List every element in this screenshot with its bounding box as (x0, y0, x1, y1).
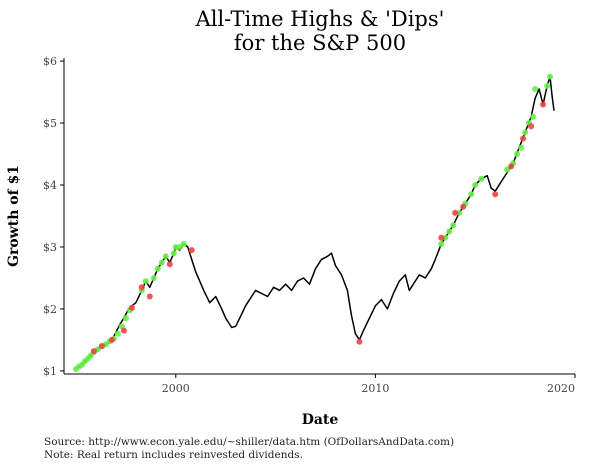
x-tick-label: 2020 (547, 382, 575, 395)
dip-point (508, 163, 515, 170)
dip-point (138, 284, 145, 291)
dip-point (166, 261, 173, 268)
all-time-high-point (472, 182, 479, 188)
all-time-high-point (514, 151, 521, 157)
dip-point (438, 234, 445, 241)
dip-point (520, 135, 527, 142)
note-caption: Note: Real return includes reinvested di… (44, 449, 303, 461)
all-time-high-point (518, 144, 525, 151)
y-tick-label: $3 (43, 241, 57, 254)
dip-point (146, 293, 153, 300)
all-time-high-points (73, 73, 553, 372)
chart-title-line-1: All-Time Highs & 'Dips' (195, 7, 445, 31)
dip-point (460, 203, 467, 210)
all-time-high-point (544, 82, 551, 89)
y-tick-label: $2 (43, 303, 57, 316)
y-axis-title: Growth of $1 (6, 165, 22, 267)
source-caption: Source: http://www.econ.yale.edu/~shille… (44, 436, 454, 448)
x-tick-label: 2010 (361, 382, 389, 395)
all-time-high-point (547, 73, 553, 80)
dip-point (492, 191, 499, 198)
all-time-high-point (438, 240, 445, 247)
all-time-high-point (162, 253, 169, 260)
dip-point (120, 327, 127, 334)
chart-title-line-2: for the S&P 500 (234, 31, 406, 55)
all-time-high-point (446, 228, 453, 235)
plot-area: $1 $2 $3 $4 $5 $6 2000 2010 2020 (43, 55, 576, 395)
dip-point (540, 101, 547, 108)
all-time-high-point (170, 250, 177, 257)
dip-point (356, 338, 363, 345)
all-time-high-point (154, 265, 161, 272)
all-time-high-point (114, 330, 121, 337)
dip-point (188, 247, 195, 254)
dip-point (90, 348, 97, 355)
dip-point (128, 304, 135, 311)
series-line (75, 75, 555, 370)
all-time-high-point (158, 259, 165, 266)
all-time-high-point (530, 113, 537, 120)
dip-point (452, 209, 459, 216)
all-time-high-point (478, 175, 485, 182)
all-time-high-point (142, 278, 149, 285)
dip-points (90, 101, 547, 355)
all-time-high-point (450, 222, 457, 229)
y-ticks: $1 $2 $3 $4 $5 $6 (43, 55, 64, 378)
x-axis-title: Date (302, 412, 339, 428)
x-tick-label: 2000 (162, 382, 190, 395)
all-time-high-point (468, 191, 475, 198)
y-tick-label: $6 (43, 55, 57, 68)
y-tick-label: $5 (43, 117, 57, 130)
dip-point (528, 123, 535, 130)
all-time-high-point (180, 240, 187, 247)
all-time-high-point (532, 86, 539, 92)
dip-point (108, 336, 115, 343)
y-tick-label: $4 (43, 179, 57, 192)
dip-point (98, 343, 105, 350)
y-tick-label: $1 (43, 365, 57, 378)
all-time-high-point (122, 315, 129, 322)
all-time-high-point (150, 275, 157, 281)
x-ticks: 2000 2010 2020 (162, 374, 576, 395)
all-time-high-point (522, 129, 529, 136)
